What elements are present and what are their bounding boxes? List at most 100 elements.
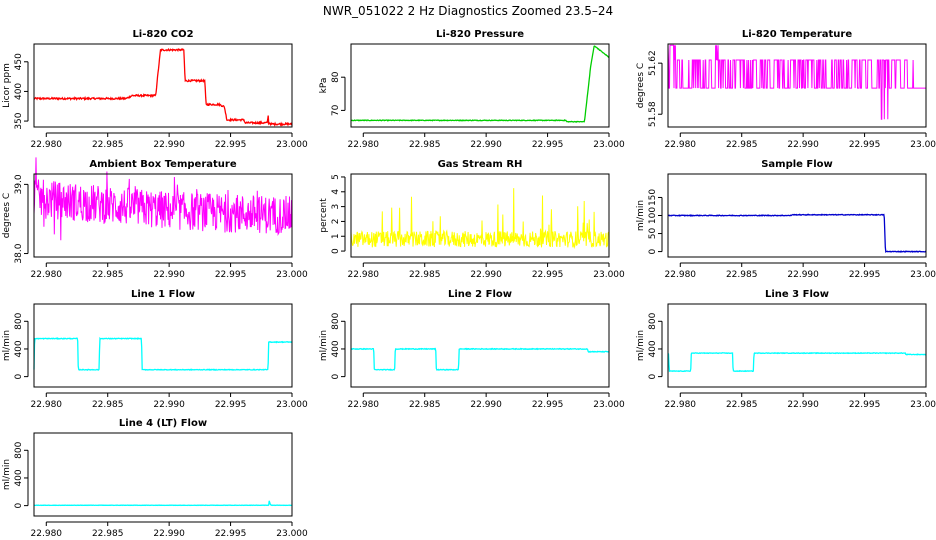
series-line	[350, 45, 610, 123]
panel-title: Gas Stream RH	[438, 159, 523, 170]
y-axis-label: kPa	[319, 78, 329, 94]
panel-ambient-box-temperature: Ambient Box Temperature 22.980 22.985 22.99…	[2, 157, 308, 280]
panel-title: Ambient Box Temperature	[89, 159, 236, 170]
x-tick-label: 22.990	[153, 529, 185, 539]
y-tick-label: 800	[331, 312, 341, 329]
x-tick-label: 23.000	[276, 270, 308, 280]
panel-li-820-co2: Li-820 CO2 22.980 22.985 22.990 22.995 23.000…	[2, 29, 308, 150]
y-tick-label: 350	[14, 112, 24, 129]
x-tick-label: 22.980	[31, 400, 63, 410]
x-tick-label: 22.985	[409, 400, 441, 410]
series-line	[667, 213, 927, 254]
series-line	[350, 188, 610, 250]
x-tick-label: 23.000	[910, 140, 936, 150]
panel-title: Li-820 Temperature	[742, 29, 852, 40]
y-tick-label: 400	[648, 340, 658, 357]
panel-title: Li-820 Pressure	[436, 29, 524, 40]
series-line	[33, 336, 293, 371]
y-axis-label: degrees C	[636, 63, 646, 108]
panel-line-4-lt-flow: Line 4 (LT) Flow 22.980 22.985 22.990 22.995…	[2, 418, 308, 539]
x-tick-label: 22.990	[787, 400, 819, 410]
x-tick-label: 23.000	[593, 400, 625, 410]
x-tick-label: 22.990	[153, 270, 185, 280]
series-line	[351, 347, 610, 371]
panel-sample-flow: Sample Flow 22.980 22.985 22.990 22.995 23.00…	[636, 159, 936, 280]
x-axis: 22.980 22.985 22.990 22.995 23.000	[665, 132, 936, 150]
panel-line-3-flow: Line 3 Flow 22.980 22.985 22.990 22.995 23.00…	[636, 289, 936, 410]
series-line	[33, 157, 293, 241]
x-tick-label: 22.995	[532, 140, 564, 150]
x-tick-label: 22.995	[215, 400, 247, 410]
y-axis-label: percent	[319, 198, 329, 233]
x-tick-label: 23.000	[276, 400, 308, 410]
y-tick-label: 4	[331, 189, 341, 195]
y-axis-label: ml/min	[2, 330, 12, 361]
series-line	[33, 500, 292, 507]
panel-title: Line 4 (LT) Flow	[119, 418, 207, 429]
y-axis-label: ml/min	[2, 459, 12, 490]
y-axis-label: ml/min	[636, 200, 646, 231]
y-tick-label: 5	[331, 174, 341, 180]
x-tick-label: 22.990	[470, 140, 502, 150]
panel-gas-stream-rh: Gas Stream RH 22.980 22.985 22.990 22.995 23.…	[319, 159, 625, 280]
y-tick-label: 1	[331, 233, 341, 239]
figure-title: NWR_051022 2 Hz Diagnostics Zoomed 23.5–…	[323, 4, 613, 18]
x-axis: 22.980 22.985 22.990 22.995 23.000	[348, 262, 625, 280]
x-tick-label: 22.990	[787, 140, 819, 150]
x-tick-label: 22.990	[470, 270, 502, 280]
x-tick-label: 23.000	[276, 529, 308, 539]
x-tick-label: 23.000	[593, 270, 625, 280]
plot-frame	[33, 173, 293, 258]
x-tick-label: 22.985	[726, 140, 758, 150]
y-tick-label: 0	[648, 248, 658, 254]
x-tick-label: 22.995	[849, 400, 881, 410]
x-tick-label: 22.980	[665, 400, 697, 410]
x-tick-label: 22.980	[31, 529, 63, 539]
x-tick-label: 22.980	[348, 140, 380, 150]
y-tick-label: 800	[648, 312, 658, 329]
x-tick-label: 22.980	[348, 400, 380, 410]
y-tick-label: 3	[331, 204, 341, 210]
y-axis-label: ml/min	[319, 330, 329, 361]
x-tick-label: 22.980	[31, 140, 63, 150]
x-tick-label: 22.980	[665, 270, 697, 280]
y-tick-label: 39.0	[14, 174, 24, 194]
x-tick-label: 22.980	[31, 270, 63, 280]
plot-frame	[667, 303, 927, 388]
y-tick-label: 80	[331, 71, 341, 83]
y-tick-label: 400	[14, 340, 24, 357]
y-axis-label: ml/min	[636, 330, 646, 361]
x-tick-label: 22.980	[348, 270, 380, 280]
plot-frame	[667, 43, 927, 128]
x-tick-label: 22.995	[849, 270, 881, 280]
x-tick-label: 22.985	[92, 270, 124, 280]
x-tick-label: 22.985	[409, 140, 441, 150]
y-tick-label: 150	[648, 189, 658, 206]
x-tick-label: 22.995	[215, 270, 247, 280]
y-tick-label: 2	[331, 219, 341, 225]
x-axis: 22.980 22.985 22.990 22.995 23.000	[31, 262, 308, 280]
y-tick-label: 0	[331, 373, 341, 379]
plot-frame	[33, 43, 293, 128]
plot-frame	[33, 432, 293, 517]
y-tick-label: 50	[648, 228, 658, 240]
plot-frame	[33, 303, 293, 388]
x-axis: 22.980 22.985 22.990 22.995 23.000	[665, 262, 936, 280]
panel-title: Line 1 Flow	[131, 289, 195, 300]
y-tick-label: 51.62	[648, 50, 658, 76]
series-line	[667, 351, 927, 373]
x-tick-label: 22.990	[153, 400, 185, 410]
x-tick-label: 22.995	[215, 529, 247, 539]
y-axis-label: degrees C	[2, 193, 12, 238]
